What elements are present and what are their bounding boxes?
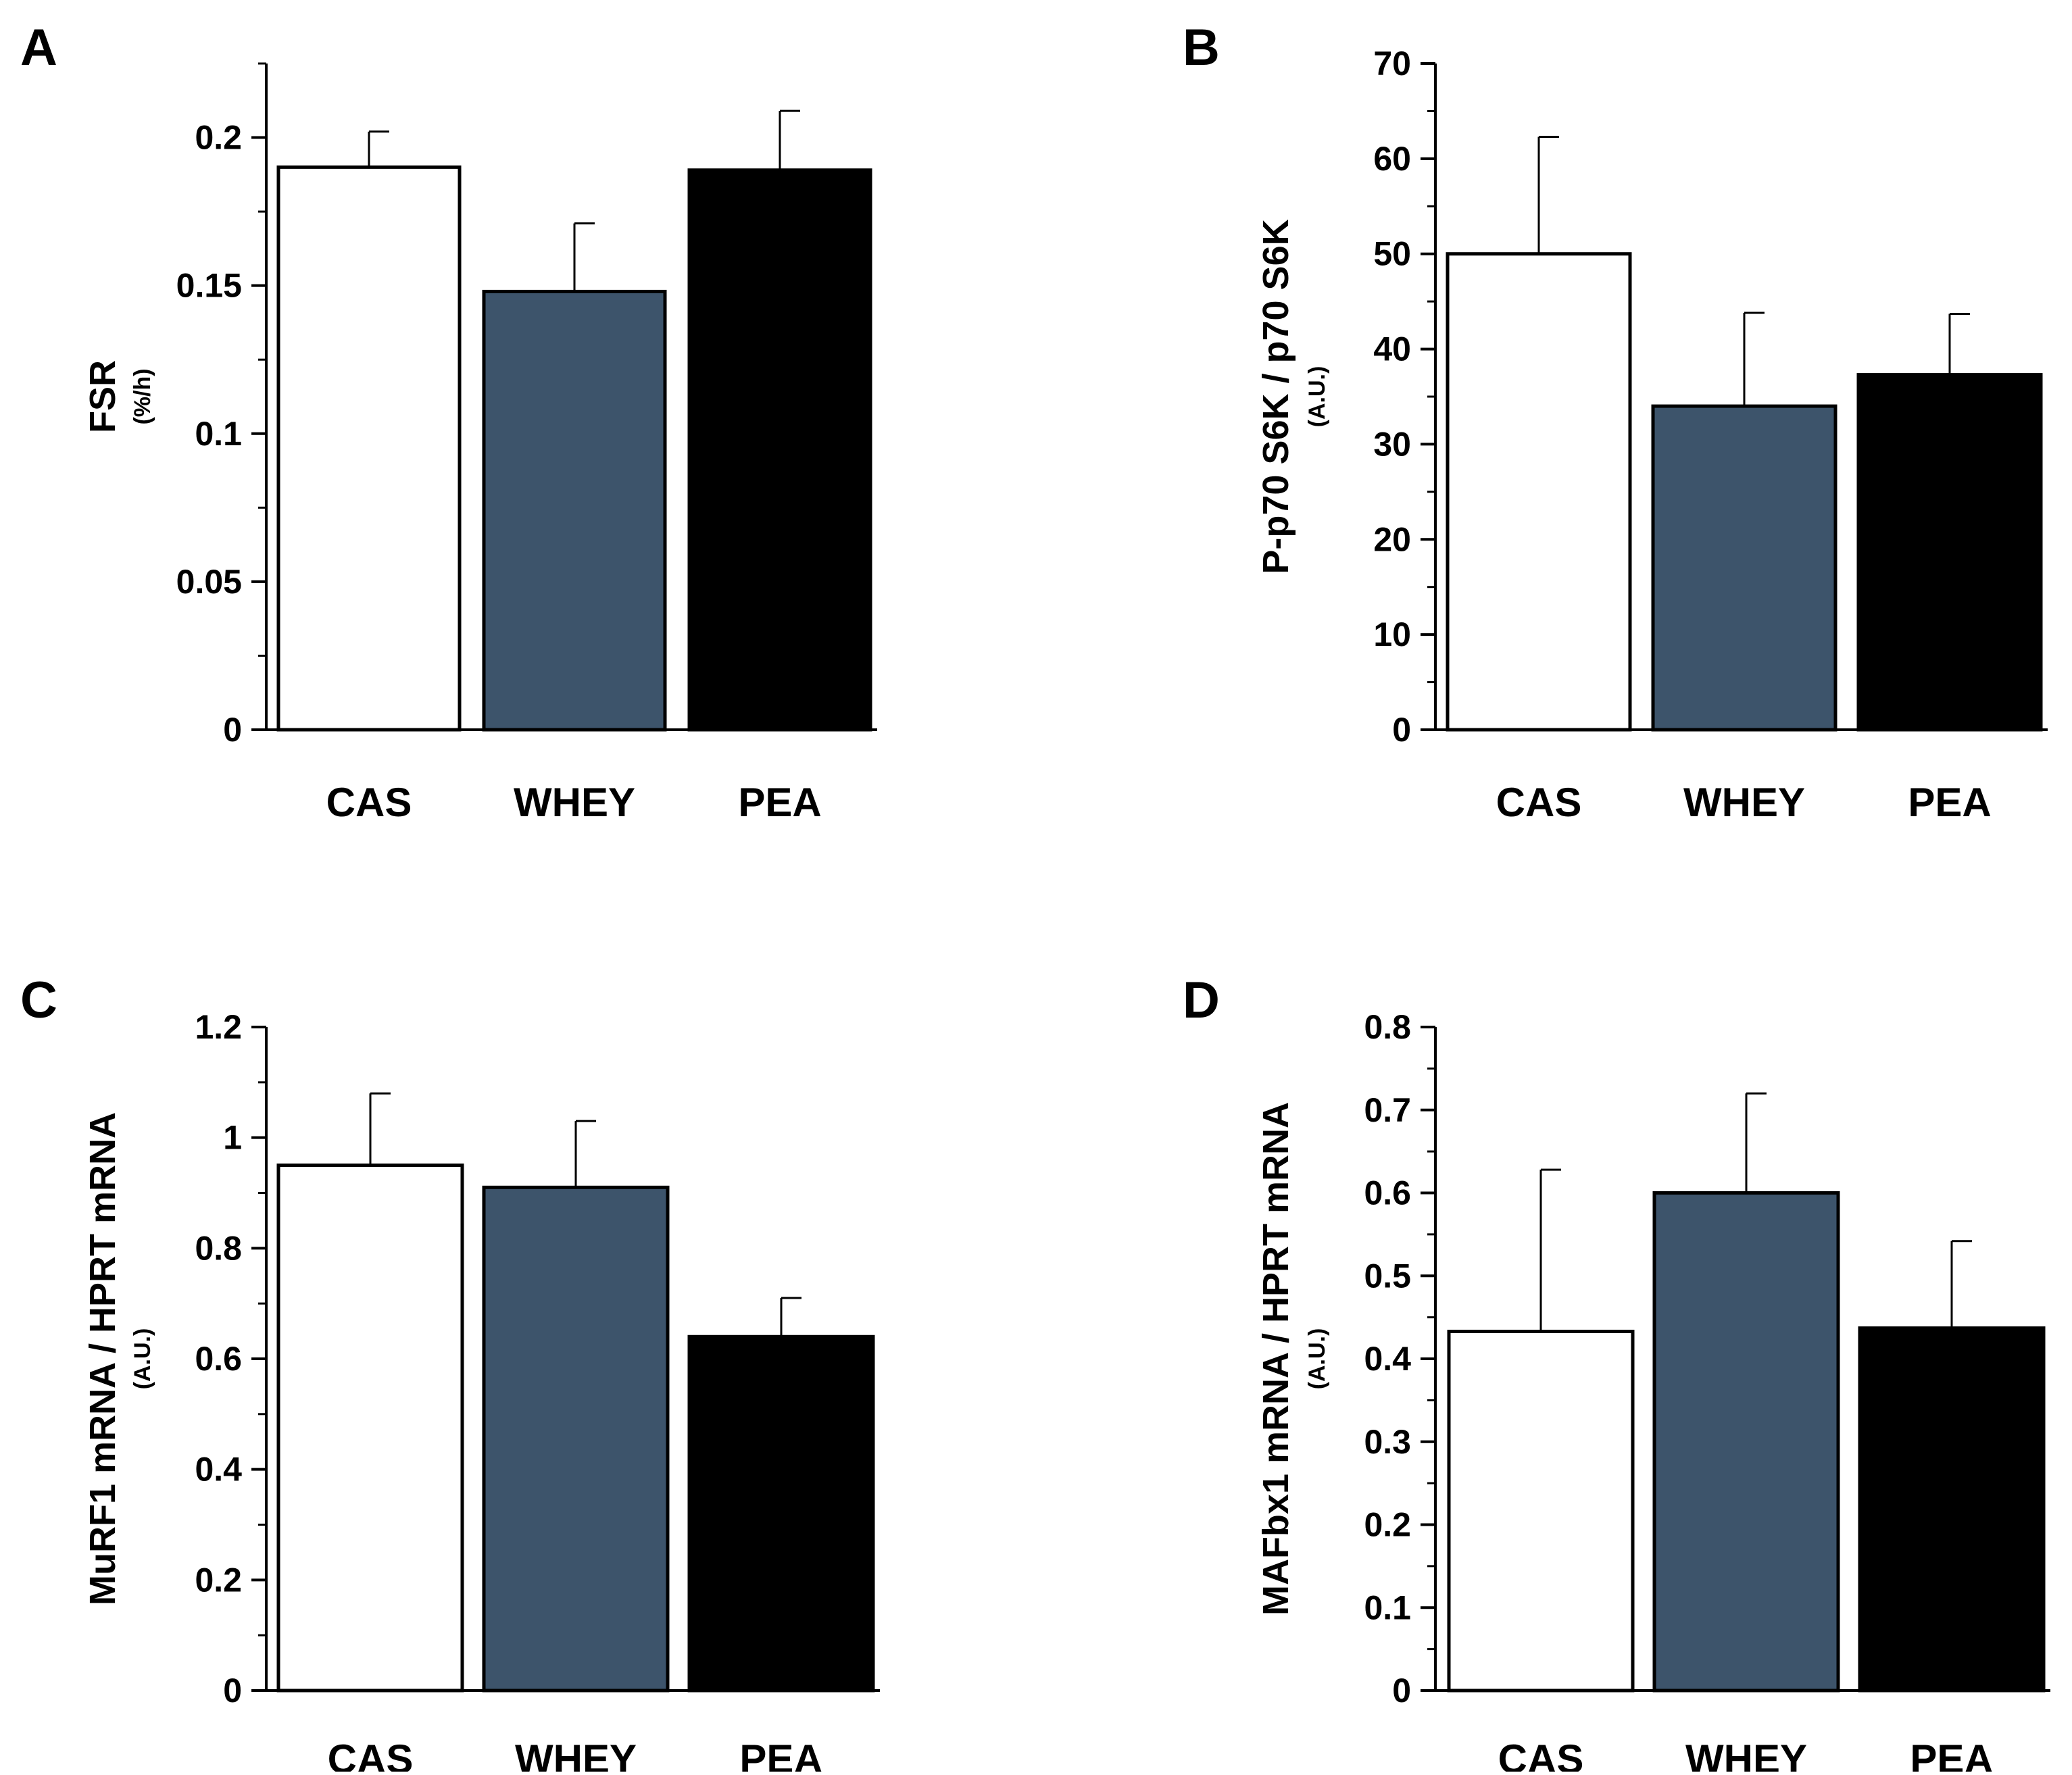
category-label-b-cas: CAS bbox=[1496, 780, 1582, 825]
panel-label-d: D bbox=[1183, 972, 1220, 1029]
y-axis-title-d: MAFbx1 mRNA / HPRT mRNA bbox=[1256, 1102, 1296, 1616]
y-tick-label-d: 0.2 bbox=[1364, 1506, 1411, 1544]
bar-d-pea bbox=[1858, 1326, 2046, 1693]
y-tick-label-d: 0.6 bbox=[1364, 1174, 1411, 1212]
bar-c-pea bbox=[687, 1334, 875, 1693]
y-tick-label-d: 0.7 bbox=[1364, 1091, 1411, 1129]
y-tick-label-b: 70 bbox=[1373, 45, 1411, 82]
y-tick-label-b: 50 bbox=[1373, 235, 1411, 273]
y-axis-unit-c: (A.U.) bbox=[130, 1328, 155, 1390]
y-tick-label-d: 0.3 bbox=[1364, 1423, 1411, 1461]
y-tick-label-b: 10 bbox=[1373, 616, 1411, 653]
panel-label-a: A bbox=[20, 19, 57, 76]
category-label-b-pea: PEA bbox=[1908, 780, 1991, 825]
bar-a-whey bbox=[482, 289, 667, 732]
category-label-d-pea: PEA bbox=[1910, 1736, 1993, 1772]
y-tick-label-a: 0.1 bbox=[195, 415, 242, 453]
y-axis-title-b: P-p70 S6K / p70 S6K bbox=[1256, 219, 1296, 574]
bar-c-whey bbox=[482, 1185, 670, 1693]
category-label-c-pea: PEA bbox=[739, 1736, 822, 1772]
y-tick-label-d: 0.1 bbox=[1364, 1589, 1411, 1626]
y-tick-label-d: 0.8 bbox=[1364, 1008, 1411, 1046]
bar-a-pea bbox=[687, 168, 872, 732]
y-tick-label-a: 0 bbox=[223, 711, 242, 749]
y-tick-label-b: 20 bbox=[1373, 520, 1411, 558]
y-tick-label-c: 0.4 bbox=[195, 1451, 242, 1489]
y-tick-label-a: 0.05 bbox=[176, 563, 242, 601]
panel-label-b: B bbox=[1183, 19, 1220, 76]
y-axis-unit-d: (A.U.) bbox=[1304, 1328, 1330, 1390]
y-tick-label-c: 0.6 bbox=[195, 1340, 242, 1378]
y-tick-label-c: 1.2 bbox=[195, 1008, 242, 1046]
bar-b-pea bbox=[1856, 373, 2043, 732]
y-tick-label-c: 0.2 bbox=[195, 1561, 242, 1599]
category-label-a-pea: PEA bbox=[738, 780, 821, 825]
bar-d-whey bbox=[1652, 1191, 1840, 1693]
y-tick-label-d: 0.5 bbox=[1364, 1257, 1411, 1295]
bar-c-cas bbox=[276, 1164, 464, 1693]
y-tick-label-d: 0.4 bbox=[1364, 1340, 1411, 1378]
y-tick-label-c: 1 bbox=[223, 1119, 242, 1157]
y-tick-label-a: 0.15 bbox=[176, 267, 242, 305]
y-tick-label-a: 0.2 bbox=[195, 119, 242, 157]
bar-b-whey bbox=[1651, 404, 1837, 732]
category-label-d-whey: WHEY bbox=[1685, 1736, 1807, 1772]
y-tick-label-c: 0 bbox=[223, 1672, 242, 1709]
bar-d-cas bbox=[1447, 1329, 1635, 1693]
y-axis-title-c: MuRF1 mRNA / HPRT mRNA bbox=[82, 1112, 123, 1605]
y-tick-label-b: 40 bbox=[1373, 330, 1411, 368]
category-label-a-cas: CAS bbox=[326, 780, 412, 825]
y-tick-label-d: 0 bbox=[1392, 1672, 1411, 1709]
category-label-b-whey: WHEY bbox=[1683, 780, 1805, 825]
y-tick-label-b: 30 bbox=[1373, 425, 1411, 463]
category-label-c-whey: WHEY bbox=[515, 1736, 637, 1772]
y-axis-unit-b: (A.U.) bbox=[1304, 366, 1330, 428]
panel-label-c: C bbox=[20, 972, 57, 1029]
y-tick-label-b: 60 bbox=[1373, 140, 1411, 178]
y-axis-title-a: FSR bbox=[82, 360, 123, 433]
y-axis-unit-a: (%/h) bbox=[130, 368, 155, 424]
bar-b-cas bbox=[1446, 252, 1632, 732]
category-label-c-cas: CAS bbox=[328, 1736, 414, 1772]
y-tick-label-b: 0 bbox=[1392, 711, 1411, 749]
y-tick-label-c: 0.8 bbox=[195, 1229, 242, 1267]
bar-a-cas bbox=[276, 165, 462, 732]
category-label-a-whey: WHEY bbox=[514, 780, 635, 825]
category-label-d-cas: CAS bbox=[1498, 1736, 1584, 1772]
